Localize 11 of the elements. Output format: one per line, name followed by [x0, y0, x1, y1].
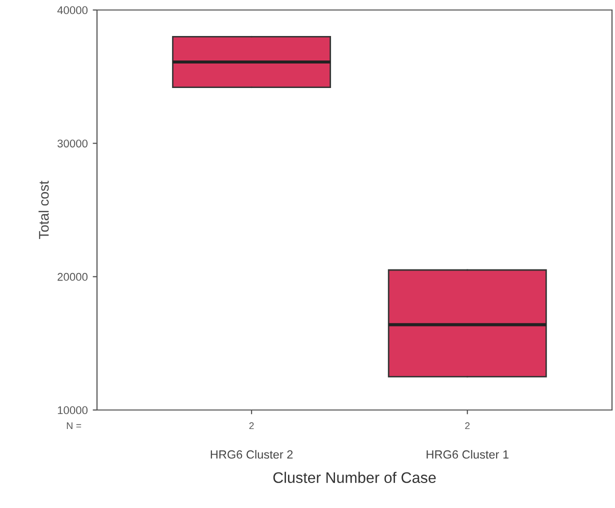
x-tick-label: HRG6 Cluster 1 [426, 450, 508, 459]
x-axis-title: Cluster Number of Case [273, 472, 436, 484]
annotation: 2 [249, 422, 254, 430]
x-tick-label: HRG6 Cluster 2 [210, 450, 293, 459]
y-tick-label: 10000 [58, 406, 88, 414]
y-tick-label: 20000 [58, 272, 88, 281]
y-tick-label: 40000 [57, 6, 88, 14]
y-axis-title: Total cost [38, 180, 49, 240]
text: N = [66, 422, 82, 430]
y-tick-label: 30000 [58, 140, 88, 148]
annotation: 2 [465, 422, 470, 430]
